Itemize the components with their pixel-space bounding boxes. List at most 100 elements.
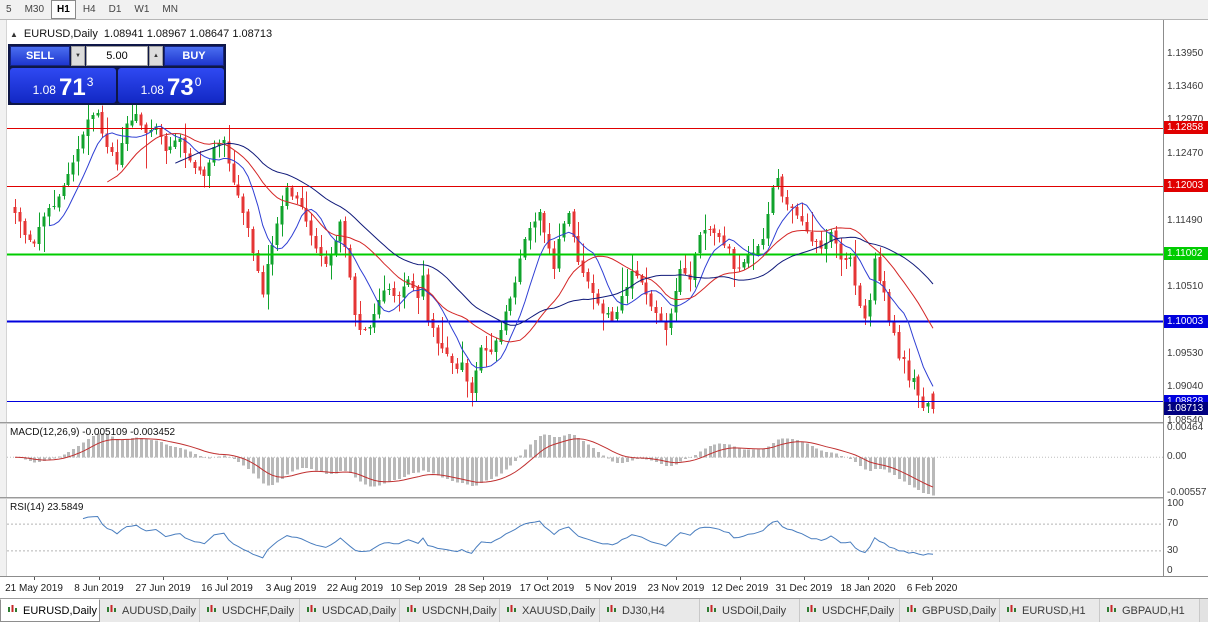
volume-decrease-button[interactable]: ▼ <box>71 46 85 66</box>
chart-tab-icon <box>1006 604 1017 618</box>
timeframe-button-d1[interactable]: D1 <box>108 4 122 15</box>
chart-tab-usdoil-daily[interactable]: USDOil,Daily <box>700 599 800 622</box>
chart-tab-label: GBPUSD,Daily <box>922 604 996 617</box>
macd-indicator-pane[interactable] <box>7 424 1163 497</box>
macd-title-text: MACD(12,26,9) <box>10 427 80 438</box>
time-axis-label: 10 Sep 2019 <box>390 583 448 594</box>
level-price-tag: 1.11002 <box>1164 247 1208 260</box>
chart-tab-xauusd-daily[interactable]: XAUUSD,Daily <box>500 599 600 622</box>
macd-values-text: -0.005109 -0.003452 <box>82 427 176 438</box>
time-axis-tick <box>804 577 805 580</box>
sell-price-big-digits: 71 <box>58 74 86 101</box>
chart-tab-label: XAUUSD,Daily <box>522 604 596 617</box>
timeframe-toolbar: 5 M30 H1 H4 D1 W1 MN <box>0 0 1208 20</box>
chart-tab-gbpusd-daily[interactable]: GBPUSD,Daily <box>900 599 1000 622</box>
time-axis-label: 3 Aug 2019 <box>265 583 317 594</box>
timeframe-button-w1[interactable]: W1 <box>134 4 150 15</box>
rsi-axis-tick: 30 <box>1167 545 1179 556</box>
chart-tab-eurusd-h1[interactable]: EURUSD,H1 <box>1000 599 1100 622</box>
chart-tab-icon <box>506 604 517 618</box>
price-axis-tick: 1.12970 <box>1167 114 1204 125</box>
time-axis-tick <box>227 577 228 580</box>
chart-tab-label: USDCHF,Daily <box>822 604 895 617</box>
time-axis-tick <box>676 577 677 580</box>
time-axis-label: 18 Jan 2020 <box>840 583 896 594</box>
time-axis-label: 21 May 2019 <box>5 583 63 594</box>
chart-tab-icon <box>206 604 217 618</box>
chart-tab-icon <box>106 604 117 618</box>
chart-tab-gbpaud-h1[interactable]: GBPAUD,H1 <box>1100 599 1200 622</box>
buy-button[interactable]: BUY <box>164 46 224 66</box>
time-axis[interactable]: 21 May 2019 8 Jun 2019 27 Jun 2019 16 Jul 2… <box>0 576 1208 598</box>
chart-tab-usdchf-daily[interactable]: USDCHF,Daily <box>800 599 900 622</box>
chart-tab-icon <box>606 604 617 618</box>
volume-input[interactable] <box>86 46 148 66</box>
time-axis-tick <box>868 577 869 580</box>
chart-tab-usdchf-daily[interactable]: USDCHF,Daily <box>200 599 300 622</box>
time-axis-label: 22 Aug 2019 <box>326 583 384 594</box>
chart-tab-dj30-h4[interactable]: DJ30,H4 <box>600 599 700 622</box>
rsi-axis-tick: 70 <box>1167 518 1179 529</box>
rsi-axis-tick: 0 <box>1167 565 1173 576</box>
chart-tab-label: USDCHF,Daily <box>222 604 295 617</box>
time-axis-label: 8 Jun 2019 <box>74 583 124 594</box>
one-click-collapse-icon[interactable]: ▲ <box>10 29 18 39</box>
time-axis-tick <box>611 577 612 580</box>
chart-tab-icon <box>7 604 18 618</box>
buy-price-big-digits: 73 <box>166 74 194 101</box>
price-axis-tick: 1.11490 <box>1167 215 1203 226</box>
timeframe-button-5[interactable]: 5 <box>6 4 12 15</box>
chart-tab-usdcnh-daily[interactable]: USDCNH,Daily <box>400 599 500 622</box>
price-axis-tick: 1.13460 <box>1167 81 1204 92</box>
time-axis-label: 31 Dec 2019 <box>775 583 833 594</box>
sell-button[interactable]: SELL <box>10 46 70 66</box>
chart-tab-bar: EURUSD,Daily AUDUSD,Daily USDCHF,Daily USDC… <box>0 598 1208 622</box>
chart-tab-icon <box>906 604 917 618</box>
chart-tab-audusd-daily[interactable]: AUDUSD,Daily <box>100 599 200 622</box>
chart-tab-icon <box>706 604 717 618</box>
price-axis-tick: 1.10510 <box>1167 281 1204 292</box>
macd-indicator-label: MACD(12,26,9) -0.005109 -0.003452 <box>10 427 175 438</box>
timeframe-button-h1[interactable]: H1 <box>51 0 76 19</box>
chevron-up-icon: ▲ <box>153 53 159 59</box>
one-click-trading-panel: SELL ▼ ▲ BUY 1.08 71 3 1.08 73 0 <box>8 44 226 105</box>
rsi-value-text: 23.5849 <box>47 502 84 513</box>
price-axis-tick: 1.12470 <box>1167 148 1204 159</box>
chart-tab-label: USDCNH,Daily <box>422 604 497 617</box>
time-axis-tick <box>483 577 484 580</box>
chart-tab-label: USDCAD,Daily <box>322 604 396 617</box>
time-axis-tick <box>34 577 35 580</box>
rsi-axis-tick: 100 <box>1167 498 1184 509</box>
chart-tab-label: USDOil,Daily <box>722 604 787 617</box>
price-axis-tick: 1.09040 <box>1167 381 1204 392</box>
chart-tab-eurusd-daily[interactable]: EURUSD,Daily <box>0 599 100 622</box>
chart-tab-icon <box>406 604 417 618</box>
pane-splitter[interactable] <box>0 497 1208 499</box>
time-axis-label: 16 Jul 2019 <box>201 583 253 594</box>
timeframe-button-h4[interactable]: H4 <box>82 4 96 15</box>
time-axis-tick <box>932 577 933 580</box>
time-axis-label: 12 Dec 2019 <box>711 583 769 594</box>
price-axis-tick: 1.13950 <box>1167 48 1204 59</box>
time-axis-tick <box>419 577 420 580</box>
buy-price-display[interactable]: 1.08 73 0 <box>118 68 224 103</box>
time-axis-label: 17 Oct 2019 <box>519 583 575 594</box>
timeframe-button-m30[interactable]: M30 <box>24 4 45 15</box>
price-axis[interactable]: 1.139501.134601.129701.124701.119801.114… <box>1163 20 1208 576</box>
buy-price-prefix: 1.08 <box>140 83 164 97</box>
chart-tab-usdcad-daily[interactable]: USDCAD,Daily <box>300 599 400 622</box>
buy-price-pipette: 0 <box>194 75 202 89</box>
pane-splitter[interactable] <box>0 422 1208 424</box>
timeframe-button-mn[interactable]: MN <box>162 4 178 15</box>
chart-tab-label: AUDUSD,Daily <box>122 604 196 617</box>
sell-price-display[interactable]: 1.08 71 3 <box>10 68 116 103</box>
volume-increase-button[interactable]: ▲ <box>149 46 163 66</box>
chart-header: ▲ EURUSD,Daily 1.08941 1.08967 1.08647 1… <box>10 28 272 40</box>
time-axis-tick <box>740 577 741 580</box>
time-axis-label: 6 Feb 2020 <box>906 583 958 594</box>
time-axis-tick <box>547 577 548 580</box>
rsi-indicator-pane[interactable] <box>7 499 1163 576</box>
chart-tab-icon <box>806 604 817 618</box>
chart-tab-icon <box>1106 604 1117 618</box>
